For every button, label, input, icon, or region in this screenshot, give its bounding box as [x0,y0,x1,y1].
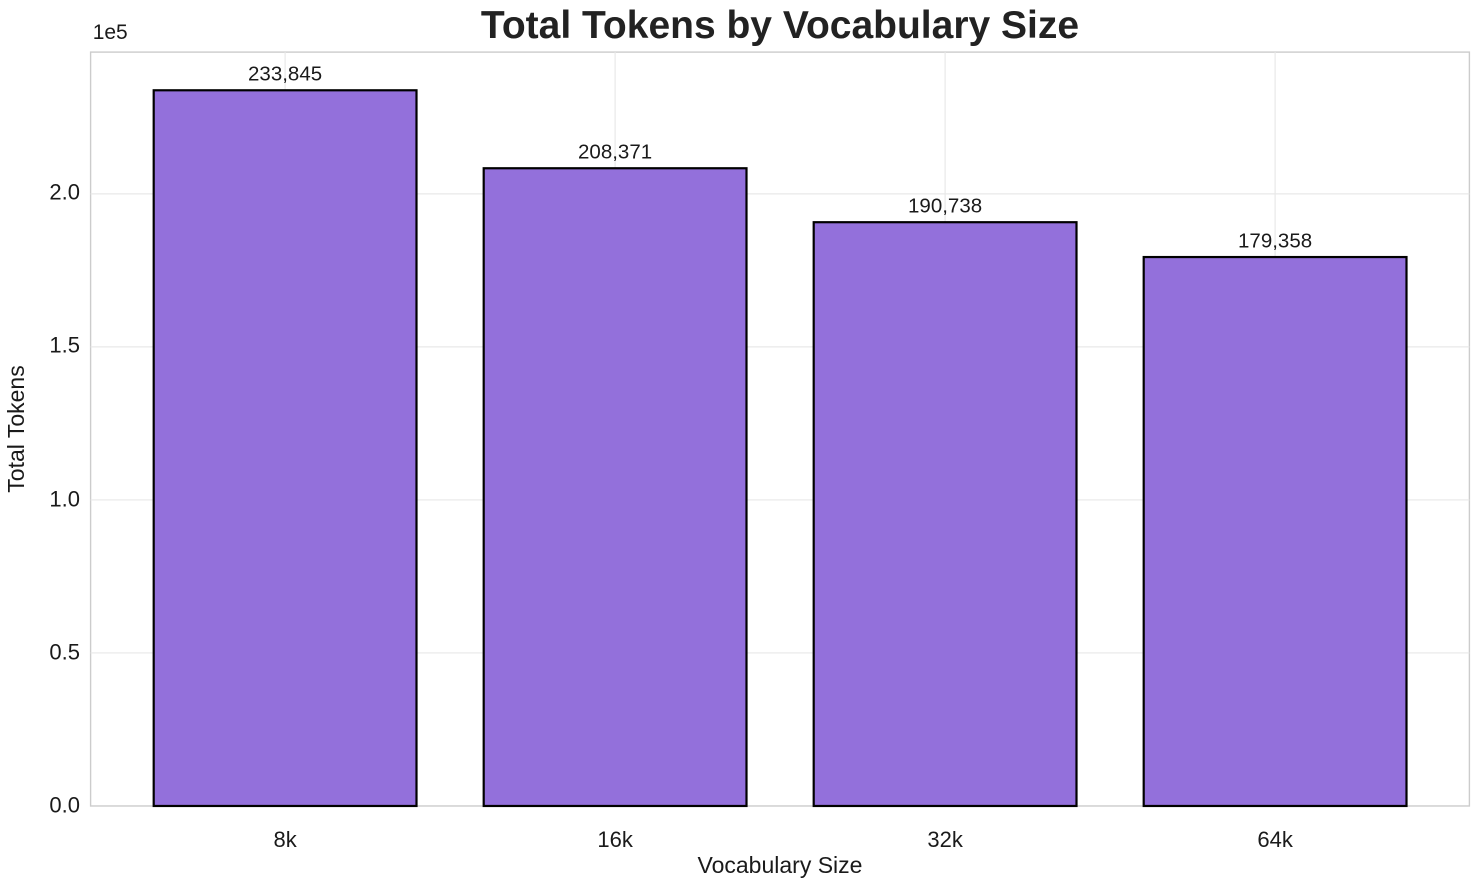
svg-text:233,845: 233,845 [248,63,322,86]
svg-text:179,358: 179,358 [1238,229,1312,252]
svg-text:Total Tokens: Total Tokens [3,365,29,492]
svg-text:208,371: 208,371 [578,141,652,164]
svg-text:Vocabulary Size: Vocabulary Size [698,852,863,878]
svg-text:2.0: 2.0 [49,180,80,205]
svg-text:190,738: 190,738 [908,195,982,218]
svg-text:32k: 32k [927,827,963,852]
svg-text:8k: 8k [273,827,297,852]
svg-text:0.0: 0.0 [49,793,80,818]
svg-text:16k: 16k [597,827,633,852]
svg-text:0.5: 0.5 [49,640,80,665]
svg-text:1e5: 1e5 [93,21,128,44]
svg-text:1.5: 1.5 [49,333,80,358]
svg-text:Total Tokens by Vocabulary Siz: Total Tokens by Vocabulary Size [481,4,1079,47]
svg-text:64k: 64k [1257,827,1293,852]
svg-text:1.0: 1.0 [49,487,80,512]
